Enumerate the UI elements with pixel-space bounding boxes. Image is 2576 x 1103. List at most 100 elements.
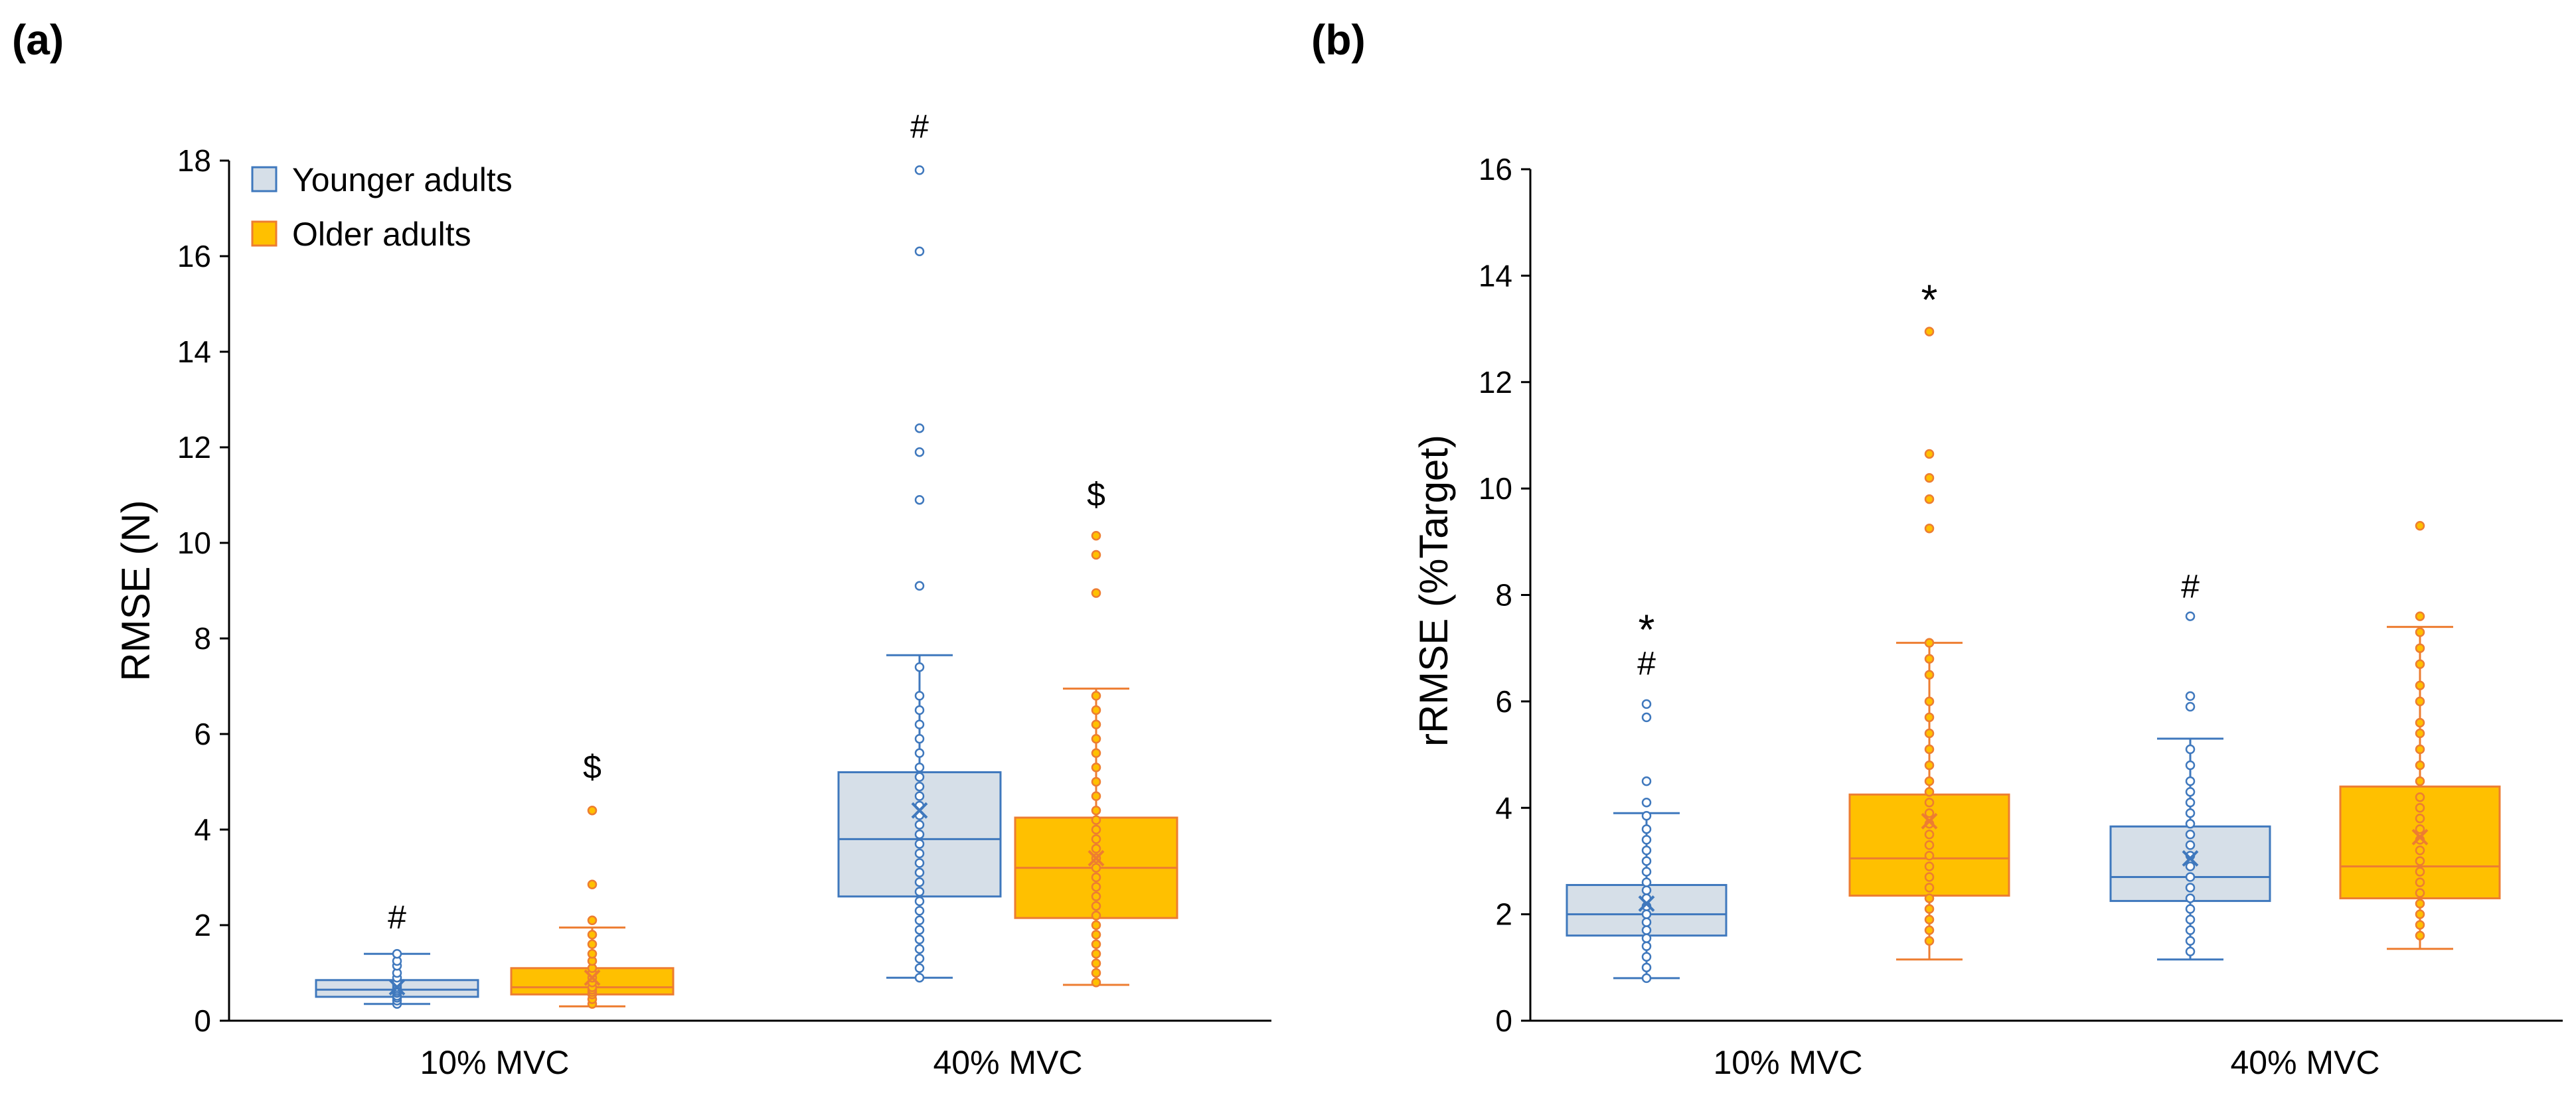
data-point-older-10-a [587,948,598,959]
data-point-younger-40-b [2185,760,2196,771]
data-point-younger-40-a [914,829,925,840]
data-point-older-40-b [2415,867,2425,877]
data-point-older-10-b [1924,744,1935,755]
data-point-younger-40-b [2185,744,2196,755]
data-point-younger-40-a [914,867,925,878]
data-point-younger-40-a [914,719,925,729]
data-point-older-40-b [2415,899,2425,909]
y-tick-label-a: 0 [194,1003,211,1038]
data-point-younger-10-b [1641,925,1652,935]
data-point-younger-40-a [914,772,925,782]
data-point-younger-40-a [914,839,925,849]
significance-mark-star: * [1921,275,1938,323]
y-tick-label-b: 10 [1479,471,1512,506]
data-point-older-40-b [2415,680,2425,691]
data-point-older-40-a [1091,530,1101,541]
y-tick-label-a: 8 [194,621,211,656]
panel-label-b: (b) [1311,16,1366,64]
data-point-younger-40-a [914,820,925,830]
data-point-younger-40-a [914,781,925,792]
data-point-older-40-a [1091,719,1101,729]
data-point-older-10-b [1924,840,1935,850]
data-point-older-40-b [2415,696,2425,707]
y-tick-label-b: 16 [1479,152,1512,186]
data-point-younger-10-b [1641,917,1652,927]
data-point-older-10-b [1924,851,1935,861]
data-point-younger-40-b [2185,861,2196,871]
panel-b-rrmse: (b) rRMSE (%Target) 10% MVC 40% MVC 0 2 4 6… [1311,16,2563,1081]
data-point-older-10-b [1924,893,1935,903]
data-point-older-10-b [1924,670,1935,680]
data-point-younger-40-b [2185,611,2196,621]
data-point-younger-10-b [1641,952,1652,962]
data-point-younger-40-a [914,423,925,433]
y-tick-label-a: 10 [177,526,211,560]
data-point-younger-40-b [2185,776,2196,786]
data-point-older-40-a [1091,958,1101,968]
data-point-younger-40-b [2185,936,2196,946]
mean-marker-older-40-b [2411,828,2429,846]
mean-marker-older-40-a [1087,849,1105,867]
data-point-younger-40-a [914,447,925,457]
data-point-younger-10-b [1641,699,1652,709]
data-point-older-40-b [2415,776,2425,786]
data-point-younger-40-a [914,763,925,772]
y-axis-title-a: RMSE (N) [114,500,158,681]
data-point-younger-40-a [914,877,925,887]
data-point-younger-10-b [1641,909,1652,919]
data-point-younger-40-a [914,494,925,505]
data-point-younger-10-a [392,948,402,959]
data-point-older-10-b [1924,327,1935,336]
data-point-older-40-a [1091,968,1101,978]
data-point-older-10-b [1924,524,1935,534]
data-point-older-40-a [1091,834,1101,844]
y-tick-label-b: 8 [1495,578,1512,613]
data-point-older-10-a [587,805,598,816]
mean-marker-younger-10-a [388,979,406,996]
data-point-younger-40-a [914,915,925,926]
significance-mark-star: * [1639,606,1655,654]
category-label-40-mvc-b: 40% MVC [2230,1044,2379,1081]
panel-label-a: (a) [12,16,64,64]
data-point-older-40-a [1091,948,1101,959]
data-point-younger-40-a [914,691,925,701]
data-point-younger-40-b [2185,904,2196,914]
data-point-older-40-b [2415,611,2425,621]
data-point-younger-40-b [2185,701,2196,712]
data-point-younger-40-b [2185,915,2196,924]
data-point-older-40-a [1091,705,1101,715]
data-point-younger-10-b [1641,797,1652,808]
data-point-older-10-b [1924,760,1935,771]
data-point-older-10-a [587,939,598,950]
data-point-younger-40-a [914,748,925,759]
data-point-younger-40-a [914,705,925,715]
y-tick-label-b: 4 [1495,790,1512,825]
data-point-older-40-a [1091,920,1101,930]
data-point-younger-40-b [2185,830,2196,840]
data-point-older-10-b [1924,904,1935,914]
data-point-younger-40-a [914,972,925,983]
data-point-younger-40-b [2185,872,2196,882]
data-point-older-40-b [2415,846,2425,855]
data-point-older-10-b [1924,449,1935,459]
data-point-older-10-b [1924,473,1935,483]
data-point-older-40-b [2415,824,2425,834]
data-point-older-10-a [587,915,598,926]
data-point-younger-40-a [914,791,925,801]
data-point-younger-10-b [1641,867,1652,877]
data-point-younger-40-a [914,954,925,964]
data-point-older-10-b [1924,728,1935,739]
data-point-younger-40-a [914,662,925,672]
data-point-older-10-b [1924,776,1935,786]
data-point-older-40-a [1091,901,1101,911]
data-point-older-40-b [2415,814,2425,824]
panel-a-rmse: (a) RMSE (N) 10% MVC 40% MVC Younger adu… [12,16,1271,1081]
data-point-younger-10-b [1641,835,1652,845]
data-point-older-10-b [1924,696,1935,707]
y-tick-label-b: 12 [1479,365,1512,400]
data-point-younger-40-a [914,165,925,175]
data-point-older-10-b [1924,883,1935,893]
legend-label-younger: Younger adults [292,161,513,198]
data-point-younger-40-b [2185,883,2196,893]
